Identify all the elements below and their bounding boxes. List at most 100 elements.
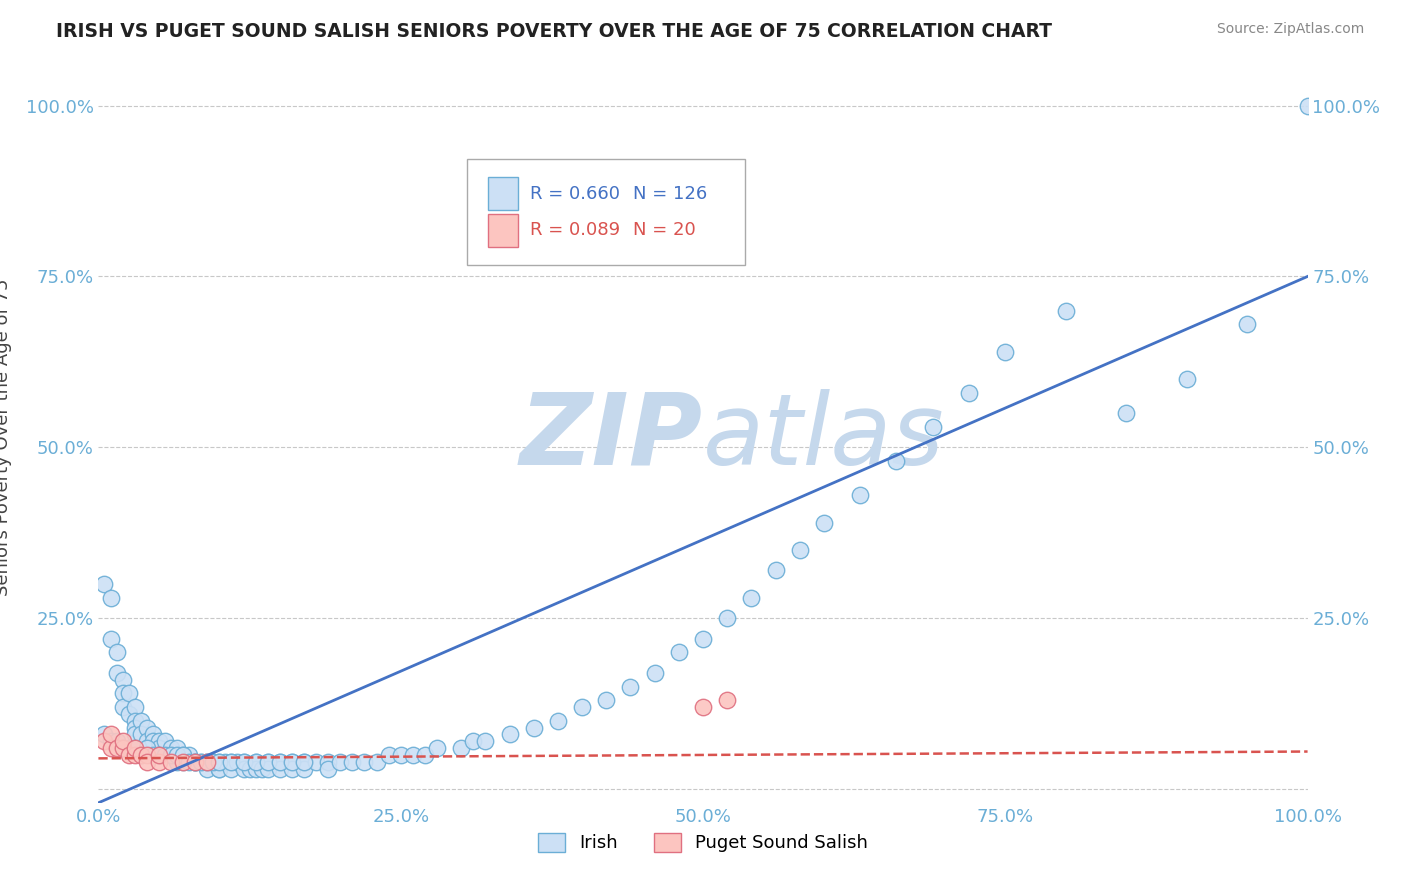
Point — [184, 755, 207, 769]
Point — [463, 734, 485, 748]
Point — [148, 747, 170, 762]
Point — [111, 741, 134, 756]
Point — [221, 755, 243, 769]
Point — [93, 577, 115, 591]
Point — [1175, 372, 1198, 386]
Point — [118, 686, 141, 700]
Point — [111, 673, 134, 687]
Point — [202, 755, 225, 769]
Point — [124, 700, 146, 714]
Point — [402, 747, 425, 762]
Point — [105, 741, 128, 756]
Point — [1236, 318, 1258, 332]
Point — [160, 741, 183, 756]
Point — [305, 755, 328, 769]
Text: IRISH VS PUGET SOUND SALISH SENIORS POVERTY OVER THE AGE OF 75 CORRELATION CHART: IRISH VS PUGET SOUND SALISH SENIORS POVE… — [56, 22, 1052, 41]
Point — [111, 734, 134, 748]
Point — [135, 741, 157, 756]
Point — [111, 741, 134, 756]
Point — [366, 755, 388, 769]
Text: N = 126: N = 126 — [633, 185, 707, 202]
Point — [202, 755, 225, 769]
Point — [377, 747, 399, 762]
Point — [172, 755, 194, 769]
Point — [100, 591, 122, 605]
Point — [1296, 98, 1319, 112]
Point — [100, 632, 122, 646]
Point — [269, 755, 291, 769]
Point — [765, 563, 787, 577]
Point — [172, 747, 194, 762]
Point — [135, 747, 157, 762]
Point — [195, 755, 218, 769]
FancyBboxPatch shape — [488, 178, 517, 211]
Point — [195, 755, 218, 769]
Point — [208, 755, 231, 769]
Point — [105, 645, 128, 659]
Point — [190, 755, 212, 769]
Point — [716, 611, 738, 625]
Point — [93, 734, 115, 748]
Point — [148, 755, 170, 769]
Point — [281, 762, 304, 776]
Point — [179, 755, 201, 769]
Point — [148, 734, 170, 748]
Point — [93, 727, 115, 741]
Point — [195, 762, 218, 776]
Point — [523, 721, 546, 735]
Point — [153, 747, 176, 762]
Point — [716, 693, 738, 707]
Point — [474, 734, 496, 748]
Point — [105, 665, 128, 680]
Point — [195, 755, 218, 769]
Point — [124, 741, 146, 756]
Point — [184, 755, 207, 769]
Point — [994, 344, 1017, 359]
Point — [571, 700, 593, 714]
Point — [184, 755, 207, 769]
Point — [221, 762, 243, 776]
Point — [148, 747, 170, 762]
Point — [124, 741, 146, 756]
Point — [281, 755, 304, 769]
Point — [111, 700, 134, 714]
Point — [166, 747, 188, 762]
Point — [292, 755, 315, 769]
Point — [256, 755, 278, 769]
Point — [160, 747, 183, 762]
Point — [239, 762, 262, 776]
Point — [148, 741, 170, 756]
Point — [281, 755, 304, 769]
Point — [221, 755, 243, 769]
Point — [166, 755, 188, 769]
Point — [214, 755, 236, 769]
Legend: Irish, Puget Sound Salish: Irish, Puget Sound Salish — [530, 826, 876, 860]
Point — [124, 721, 146, 735]
Point — [413, 747, 436, 762]
Point — [269, 762, 291, 776]
Point — [208, 755, 231, 769]
Point — [692, 632, 714, 646]
Point — [245, 755, 267, 769]
Point — [426, 741, 449, 756]
Point — [668, 645, 690, 659]
Point — [166, 741, 188, 756]
Point — [135, 721, 157, 735]
Point — [450, 741, 472, 756]
Point — [124, 714, 146, 728]
Point — [269, 755, 291, 769]
Point — [124, 747, 146, 762]
Point — [232, 755, 254, 769]
Point — [886, 454, 908, 468]
Text: R = 0.089: R = 0.089 — [530, 221, 620, 239]
Point — [118, 747, 141, 762]
Point — [232, 755, 254, 769]
Point — [208, 762, 231, 776]
Point — [316, 762, 339, 776]
Point — [957, 385, 980, 400]
Text: Source: ZipAtlas.com: Source: ZipAtlas.com — [1216, 22, 1364, 37]
Point — [160, 747, 183, 762]
Point — [256, 755, 278, 769]
Y-axis label: Seniors Poverty Over the Age of 75: Seniors Poverty Over the Age of 75 — [0, 278, 11, 596]
Point — [135, 741, 157, 756]
